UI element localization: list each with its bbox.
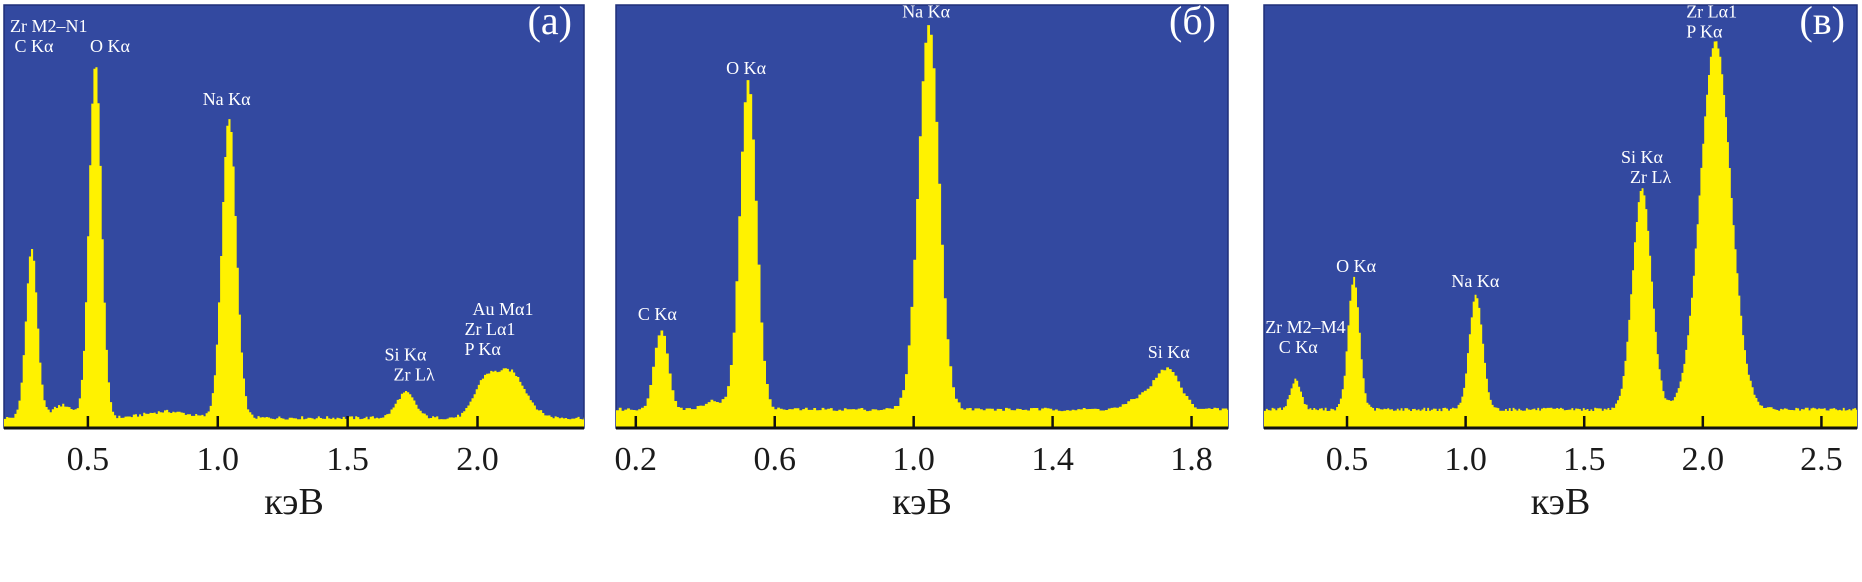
x-tick-label: 2.0 <box>456 441 499 478</box>
peak-annotation: Zr Lλ <box>385 364 435 384</box>
panel-label: (а) <box>528 0 572 43</box>
peak-annotation: O Kα <box>726 58 766 78</box>
peak-annotation: O Kα <box>1336 256 1376 276</box>
plot-background <box>1263 4 1858 429</box>
peak-annotation: Na Kα <box>902 2 950 22</box>
spectrum-series <box>616 25 1228 428</box>
peak-annotation: Si Kα <box>385 344 428 364</box>
peak-annotation: O Kα <box>90 36 130 56</box>
spectrum-panel-2: 0.2 0.6 1.0 1.4 1.8 кэВ (б) C Kα O Kα Na Kα Si Kα <box>615 0 1229 523</box>
peak-annotation: P Kα <box>465 339 502 359</box>
x-tick-label: 0.5 <box>67 441 110 478</box>
x-tick-label: 2.0 <box>1682 441 1725 478</box>
peak-annotation: C Kα <box>1265 337 1318 357</box>
x-axis-title: кэВ <box>264 481 324 523</box>
peak-annotation: Zr Lα1 <box>465 319 516 339</box>
x-tick-label: 1.5 <box>326 441 369 478</box>
peak-annotation: Zr Lλ <box>1621 167 1671 187</box>
peak-annotation: Zr M2–N1 <box>10 16 88 36</box>
x-tick-label: 0.5 <box>1326 441 1369 478</box>
x-tick-label: 1.5 <box>1563 441 1606 478</box>
x-tick-label: 1.0 <box>1444 441 1487 478</box>
spectrum-panel-3: 0.5 1.0 1.5 2.0 2.5 кэВ (в) Zr M2–M4 C Kα O Kα Na… <box>1263 0 1858 523</box>
peak-annotation: P Kα <box>1686 22 1723 42</box>
peak-annotation: Au Mα1 <box>465 299 534 319</box>
x-axis-title: кэВ <box>892 481 952 523</box>
x-axis-title: кэВ <box>1531 481 1591 523</box>
x-tick-label: 0.6 <box>753 441 796 478</box>
x-tick-label: 1.8 <box>1170 441 1213 478</box>
peak-annotation: Si Kα <box>1148 342 1191 362</box>
x-tick-label: 1.4 <box>1031 441 1074 478</box>
x-tick-label: 0.2 <box>615 441 658 478</box>
x-tick-label: 1.0 <box>892 441 935 478</box>
peak-annotation: Zr M2–M4 <box>1265 317 1346 337</box>
spectrum-series <box>1264 41 1857 428</box>
spectrum-panel-1: 0.5 1.0 1.5 2.0 кэВ (а) Zr M2–N1 C Kα O Kα Na Kα… <box>3 0 585 523</box>
peak-annotation: Na Kα <box>203 89 251 109</box>
panel-label: (в) <box>1799 0 1845 43</box>
panel-label: (б) <box>1169 0 1216 43</box>
peak-annotation: Na Kα <box>1451 271 1499 291</box>
x-tick-label: 2.5 <box>1800 441 1843 478</box>
x-tick-label: 1.0 <box>197 441 240 478</box>
peak-annotation: Zr Lα1 <box>1686 2 1737 22</box>
peak-annotation: C Kα <box>10 36 54 56</box>
peak-annotation: Si Kα <box>1621 147 1664 167</box>
peak-annotation: C Kα <box>638 304 678 324</box>
